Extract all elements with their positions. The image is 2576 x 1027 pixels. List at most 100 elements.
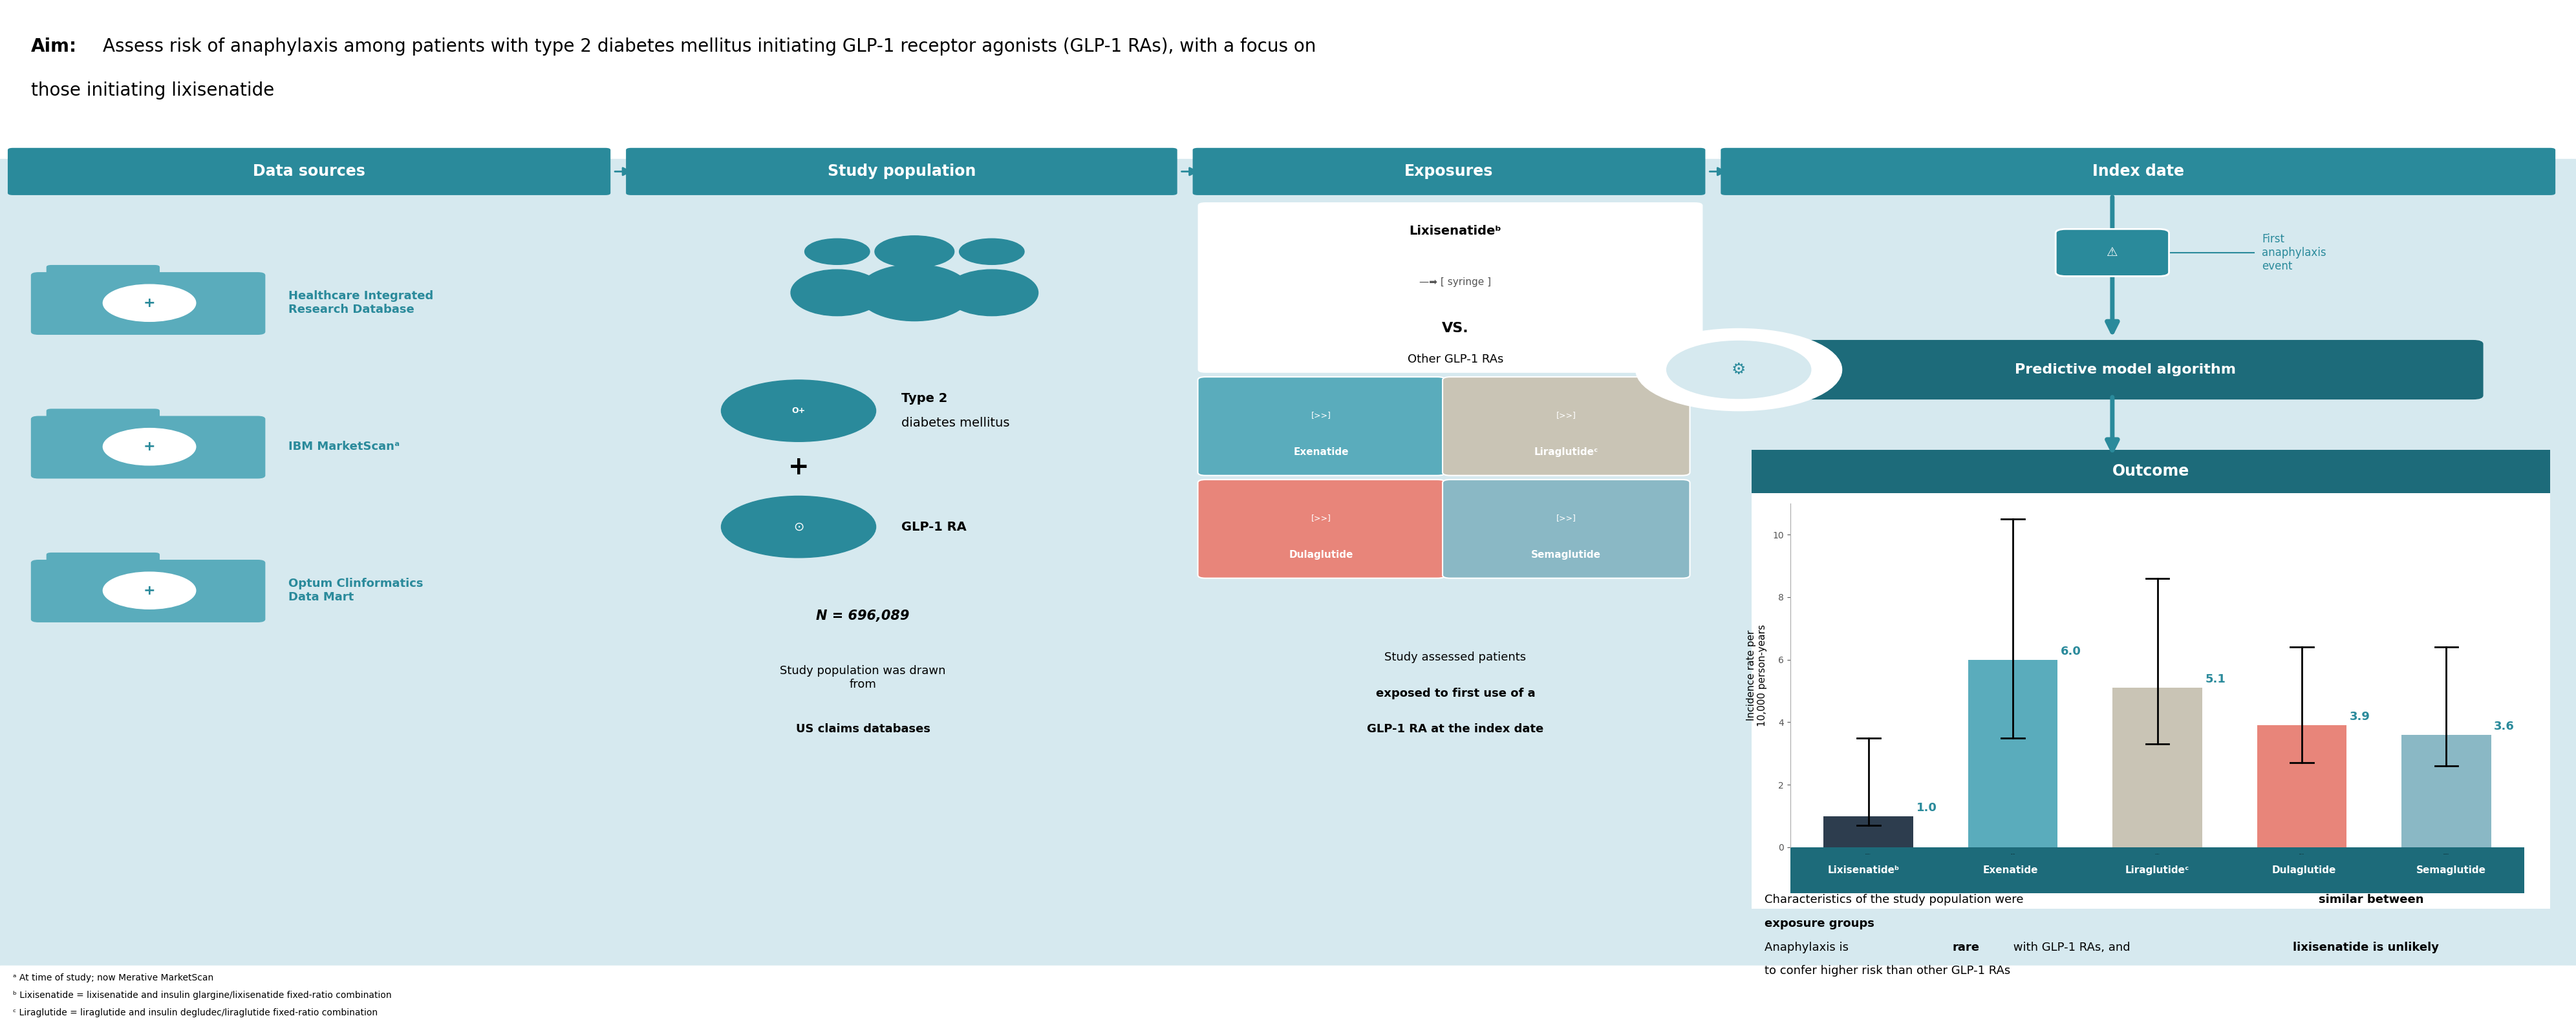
FancyBboxPatch shape xyxy=(1443,377,1690,476)
Ellipse shape xyxy=(791,269,884,316)
Text: Index date: Index date xyxy=(2092,163,2184,180)
Ellipse shape xyxy=(945,269,1038,316)
Text: Study assessed patients: Study assessed patients xyxy=(1383,651,1528,663)
FancyBboxPatch shape xyxy=(8,148,611,195)
Circle shape xyxy=(1667,341,1811,398)
Text: Exposures: Exposures xyxy=(1404,163,1494,180)
Circle shape xyxy=(958,238,1025,265)
Text: ᶜ Liraglutide = liraglutide and insulin degludec/liraglutide fixed-ratio combina: ᶜ Liraglutide = liraglutide and insulin … xyxy=(13,1009,379,1018)
FancyBboxPatch shape xyxy=(1198,480,1445,578)
Text: Healthcare Integrated
Research Database: Healthcare Integrated Research Database xyxy=(289,291,433,315)
Text: 1.0: 1.0 xyxy=(1917,802,1937,813)
Text: with GLP-1 RAs, and: with GLP-1 RAs, and xyxy=(2009,942,2133,953)
Text: Study population was drawn
from: Study population was drawn from xyxy=(781,665,945,690)
FancyBboxPatch shape xyxy=(46,409,160,428)
Text: Dulaglutide: Dulaglutide xyxy=(1291,549,1352,560)
Text: Exenatide: Exenatide xyxy=(1293,447,1350,457)
Text: —➡ [ syringe ]: —➡ [ syringe ] xyxy=(1419,277,1492,288)
FancyBboxPatch shape xyxy=(31,416,265,479)
FancyBboxPatch shape xyxy=(1193,148,1705,195)
Text: Liraglutideᶜ: Liraglutideᶜ xyxy=(1535,447,1597,457)
Text: +: + xyxy=(144,584,155,597)
Text: Lixisenatideᵇ: Lixisenatideᵇ xyxy=(1409,225,1502,237)
Text: ⚙: ⚙ xyxy=(1731,362,1747,378)
Text: those initiating lixisenatide: those initiating lixisenatide xyxy=(31,81,273,100)
Text: Aim:: Aim: xyxy=(31,37,77,55)
Circle shape xyxy=(721,496,876,558)
FancyBboxPatch shape xyxy=(1741,340,2483,400)
Text: ⚠: ⚠ xyxy=(2107,246,2117,259)
Bar xyxy=(0,965,2576,1027)
FancyBboxPatch shape xyxy=(46,553,160,572)
Text: VS.: VS. xyxy=(1443,322,1468,335)
Text: Study population: Study population xyxy=(827,163,976,180)
Bar xyxy=(0,159,2576,965)
Text: US claims databases: US claims databases xyxy=(796,723,930,735)
Text: ᵃ At time of study; now Merative MarketScan: ᵃ At time of study; now Merative MarketS… xyxy=(13,974,214,983)
Text: GLP-1 RA at the index date: GLP-1 RA at the index date xyxy=(1368,723,1543,735)
Text: Data sources: Data sources xyxy=(252,163,366,180)
Circle shape xyxy=(1636,329,1842,411)
Text: rare: rare xyxy=(1953,942,1981,953)
Circle shape xyxy=(876,236,953,267)
Text: Outcome: Outcome xyxy=(2112,463,2190,480)
Text: lixisenatide is unlikely: lixisenatide is unlikely xyxy=(2293,942,2439,953)
Text: to confer higher risk than other GLP-1 RAs: to confer higher risk than other GLP-1 R… xyxy=(1765,965,2009,977)
Text: ⊙: ⊙ xyxy=(793,521,804,533)
Bar xyxy=(2401,734,2491,847)
FancyBboxPatch shape xyxy=(31,560,265,622)
FancyBboxPatch shape xyxy=(46,265,160,284)
FancyBboxPatch shape xyxy=(1198,377,1445,476)
Text: GLP-1 RA: GLP-1 RA xyxy=(902,521,966,533)
Bar xyxy=(2257,725,2347,847)
Text: exposure groups: exposure groups xyxy=(1765,918,1875,929)
Text: Optum Clinformatics
Data Mart: Optum Clinformatics Data Mart xyxy=(289,578,422,603)
Text: +: + xyxy=(144,441,155,453)
Text: Predictive model algorithm: Predictive model algorithm xyxy=(2014,364,2236,376)
Text: 3.6: 3.6 xyxy=(2494,721,2514,732)
Circle shape xyxy=(103,572,196,609)
Text: 3.9: 3.9 xyxy=(2349,711,2370,723)
Bar xyxy=(1968,659,2058,847)
Bar xyxy=(1752,493,2550,909)
Text: O+: O+ xyxy=(791,407,806,415)
FancyBboxPatch shape xyxy=(1721,148,2555,195)
Text: Lixisenatideᵇ: Lixisenatideᵇ xyxy=(1829,866,1899,875)
Text: +: + xyxy=(788,455,809,480)
Text: Other GLP-1 RAs: Other GLP-1 RAs xyxy=(1406,353,1504,366)
Text: Semaglutide: Semaglutide xyxy=(1530,549,1602,560)
Y-axis label: Incidence rate per
10,000 person-years: Incidence rate per 10,000 person-years xyxy=(1747,624,1767,726)
Text: ᵇ Lixisenatide = lixisenatide and insulin glargine/lixisenatide fixed-ratio comb: ᵇ Lixisenatide = lixisenatide and insuli… xyxy=(13,991,392,1000)
Text: 5.1: 5.1 xyxy=(2205,674,2226,685)
Text: +: + xyxy=(144,297,155,309)
Circle shape xyxy=(103,428,196,465)
Text: [>>]: [>>] xyxy=(1311,411,1332,419)
Text: Liraglutideᶜ: Liraglutideᶜ xyxy=(2125,866,2190,875)
Text: IBM MarketScanᵃ: IBM MarketScanᵃ xyxy=(289,441,399,453)
Text: First
anaphylaxis
event: First anaphylaxis event xyxy=(2262,233,2326,272)
Text: Type 2: Type 2 xyxy=(902,392,948,405)
Text: diabetes mellitus: diabetes mellitus xyxy=(902,417,1010,429)
Bar xyxy=(0,0,2576,159)
Text: exposed to first use of a: exposed to first use of a xyxy=(1376,687,1535,699)
Bar xyxy=(2112,688,2202,847)
Text: Dulaglutide: Dulaglutide xyxy=(2272,866,2336,875)
Text: [>>]: [>>] xyxy=(1311,514,1332,522)
FancyBboxPatch shape xyxy=(31,272,265,335)
FancyBboxPatch shape xyxy=(1198,202,1703,373)
Ellipse shape xyxy=(858,264,971,320)
Circle shape xyxy=(103,284,196,321)
Text: Semaglutide: Semaglutide xyxy=(2416,866,2486,875)
Text: [>>]: [>>] xyxy=(1556,514,1577,522)
Text: similar between: similar between xyxy=(2318,895,2424,906)
Circle shape xyxy=(804,238,871,265)
Text: Anaphylaxis is: Anaphylaxis is xyxy=(1765,942,1852,953)
Bar xyxy=(1790,847,2524,893)
Bar xyxy=(1752,450,2550,493)
FancyBboxPatch shape xyxy=(2056,229,2169,276)
Text: 6.0: 6.0 xyxy=(2061,646,2081,657)
Text: Assess risk of anaphylaxis among patients with type 2 diabetes mellitus initiati: Assess risk of anaphylaxis among patient… xyxy=(103,37,1316,55)
FancyBboxPatch shape xyxy=(626,148,1177,195)
Text: [>>]: [>>] xyxy=(1556,411,1577,419)
Circle shape xyxy=(721,380,876,442)
